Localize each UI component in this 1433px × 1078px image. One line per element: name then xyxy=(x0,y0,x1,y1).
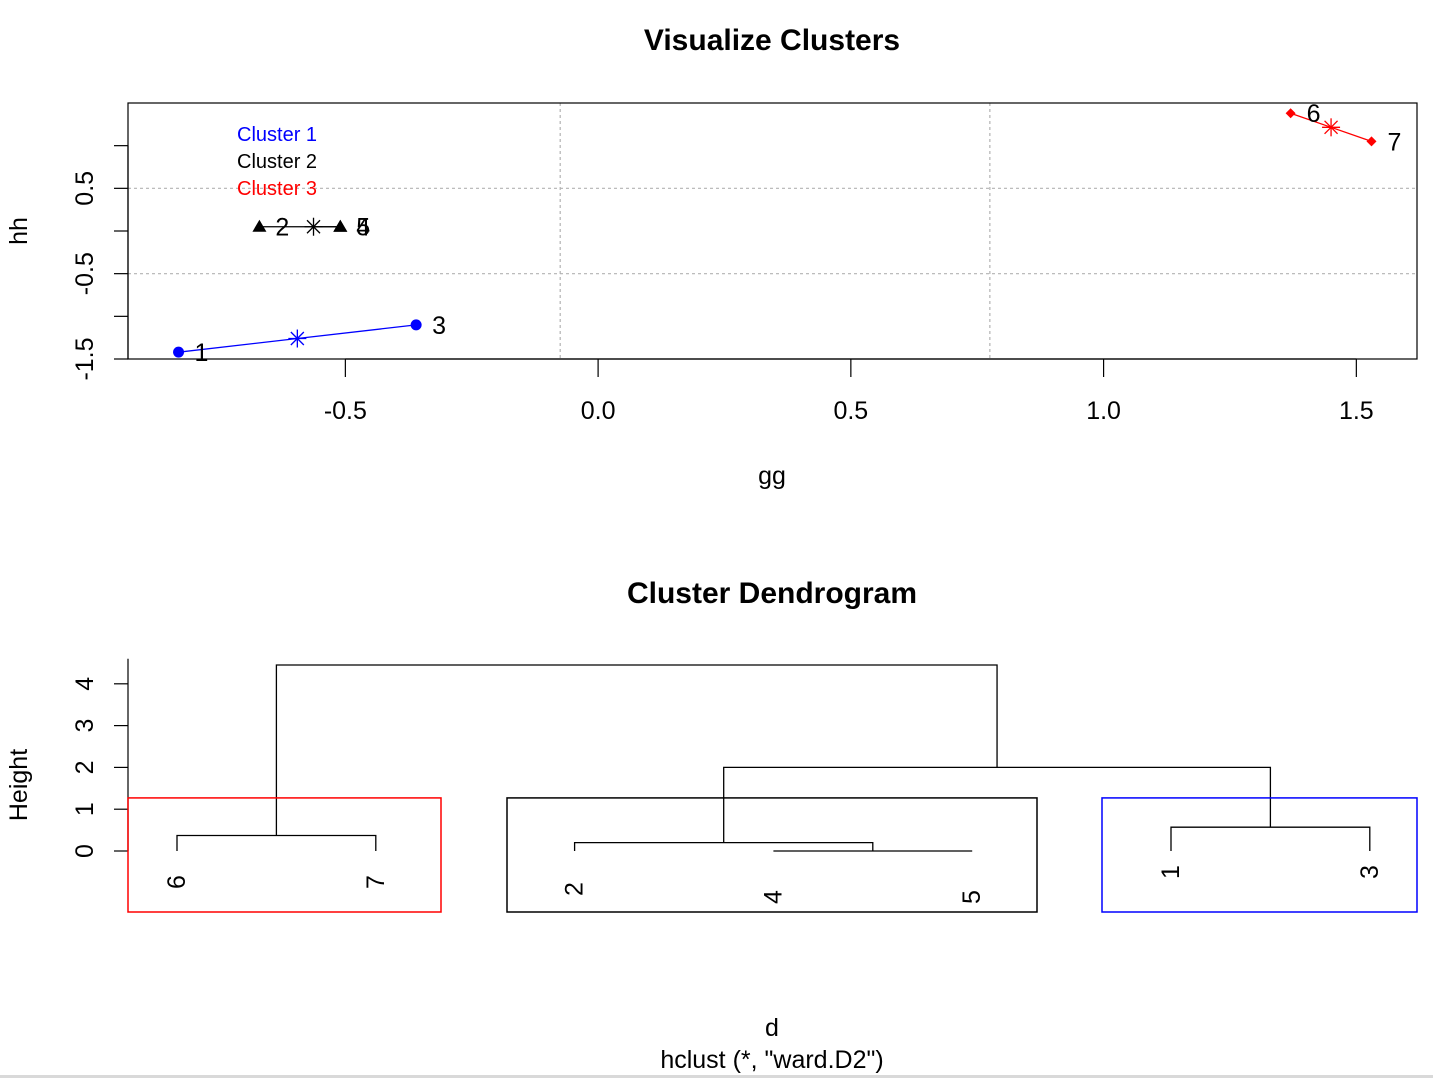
y-tick-label: -1.5 xyxy=(71,337,99,380)
dendrogram-x-label: d xyxy=(765,1014,779,1042)
cluster-box xyxy=(127,797,442,913)
x-tick-label: -0.5 xyxy=(324,397,367,425)
scatter-legend: Cluster 1 Cluster 2 Cluster 3 xyxy=(237,124,317,200)
scatter-gridlines xyxy=(128,103,1417,359)
point-label: 3 xyxy=(432,312,446,340)
scatter-y-label: hh xyxy=(5,217,33,245)
leaf-label: 4 xyxy=(759,890,787,904)
dendrogram-leaf-labels: 6 7 2 4 5 1 3 xyxy=(163,865,1384,904)
point-label: 6 xyxy=(1307,100,1321,128)
cluster-box xyxy=(1101,797,1418,913)
data-point-diamond xyxy=(1366,136,1377,147)
cluster-link-line xyxy=(1290,112,1332,128)
scatter-x-label: gg xyxy=(758,462,786,490)
dendrogram-y-axis: 0 1 2 3 4 xyxy=(71,658,129,858)
leaf-label: 1 xyxy=(1157,865,1185,879)
leaf-label: 2 xyxy=(561,882,589,896)
dendrogram-merge xyxy=(176,834,377,851)
y-tick-label: 4 xyxy=(71,677,99,691)
y-tick-label: -0.5 xyxy=(71,252,99,295)
data-point-circle xyxy=(173,346,185,358)
data-point-circle xyxy=(410,319,422,331)
cluster-link-line xyxy=(1330,126,1372,143)
cluster-box xyxy=(506,797,1038,913)
data-point-triangle xyxy=(252,219,267,232)
leaf-label: 3 xyxy=(1356,865,1384,879)
point-label: 5 xyxy=(356,214,370,242)
point-label: 2 xyxy=(275,214,289,242)
dendrogram-y-label: Height xyxy=(5,749,33,821)
dendrogram-tree xyxy=(176,664,1371,852)
cluster-series: 13 xyxy=(173,312,446,367)
center-star-stroke xyxy=(1324,120,1339,135)
cluster-series: 67 xyxy=(1285,100,1402,156)
x-tick-label: 0.5 xyxy=(833,397,868,425)
y-tick-label: 0.5 xyxy=(71,171,99,206)
data-point-diamond xyxy=(1285,108,1296,119)
y-tick-label: 0 xyxy=(71,844,99,858)
cluster-link-line xyxy=(297,324,417,340)
x-tick-label: 0.0 xyxy=(581,397,616,425)
x-tick-label: 1.5 xyxy=(1339,397,1374,425)
x-tick-label: 1.0 xyxy=(1086,397,1121,425)
scatter-y-axis: -1.5 -0.5 0.5 xyxy=(71,145,129,381)
point-label: 1 xyxy=(195,339,209,367)
legend-entry: Cluster 3 xyxy=(237,178,317,200)
dendrogram-cluster-boxes xyxy=(127,797,1418,913)
legend-entry: Cluster 2 xyxy=(237,151,317,173)
dendrogram-merge xyxy=(275,664,998,836)
scatter-panel: Visualize Clusters -0.5 0.0 0.5 1.0 1.5 -1.5… xyxy=(5,24,1418,490)
scatter-title: Visualize Clusters xyxy=(644,24,900,57)
leaf-label: 5 xyxy=(958,890,986,904)
window-bottom-edge xyxy=(0,1075,1433,1078)
point-label: 4 xyxy=(356,214,370,242)
data-point-triangle xyxy=(333,219,348,232)
cluster-link-line xyxy=(178,337,298,353)
y-tick-label: 1 xyxy=(71,802,99,816)
dendrogram-merge xyxy=(573,841,874,851)
dendrogram-merge xyxy=(1170,826,1371,851)
dendrogram-subtitle: hclust (*, "ward.D2") xyxy=(660,1046,883,1074)
legend-entry: Cluster 1 xyxy=(237,124,317,146)
center-star-stroke xyxy=(290,331,305,346)
leaf-label: 6 xyxy=(163,875,191,889)
leaf-label: 7 xyxy=(362,875,390,889)
dendrogram-title: Cluster Dendrogram xyxy=(627,577,917,610)
dendrogram-merge xyxy=(723,766,1272,843)
center-star-stroke xyxy=(306,219,321,234)
scatter-plot-box xyxy=(127,102,1418,360)
point-label: 7 xyxy=(1388,128,1402,156)
y-tick-label: 3 xyxy=(71,719,99,733)
scatter-x-axis: -0.5 0.0 0.5 1.0 1.5 xyxy=(324,358,1374,425)
cluster-series: 2 45 xyxy=(252,214,370,242)
y-tick-label: 2 xyxy=(71,760,99,774)
